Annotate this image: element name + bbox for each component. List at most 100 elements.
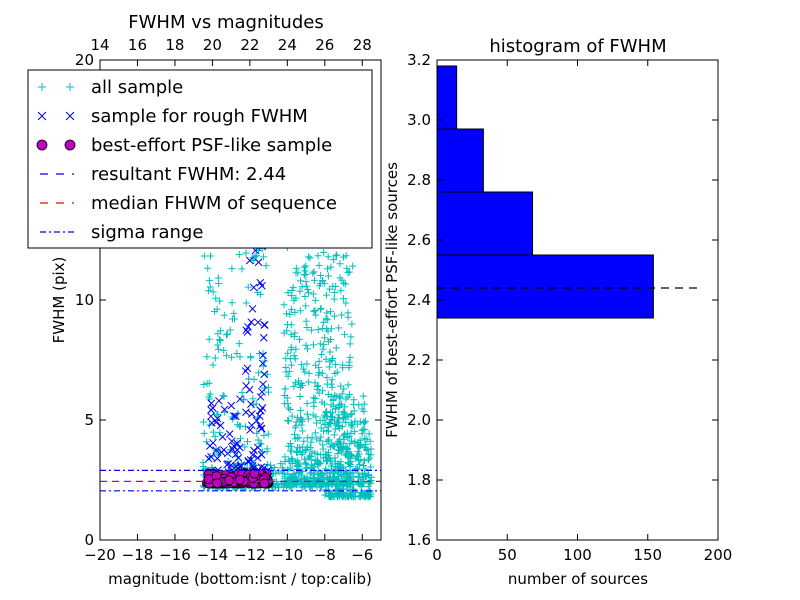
data-point [287, 321, 295, 329]
data-point [214, 330, 222, 338]
data-point [275, 468, 283, 476]
data-point [296, 393, 304, 401]
data-point [238, 265, 246, 273]
data-point [313, 386, 321, 394]
data-point [341, 280, 349, 288]
data-point [332, 344, 340, 352]
data-point [325, 363, 333, 371]
data-point [284, 470, 292, 478]
data-point [301, 482, 309, 490]
x-tick-label: 0 [432, 546, 442, 564]
data-point [366, 454, 374, 462]
histogram-x-label: number of sources [508, 570, 648, 588]
data-point [331, 487, 339, 495]
data-point [316, 305, 324, 313]
data-point [351, 417, 359, 425]
data-point [311, 379, 319, 387]
data-point [262, 262, 270, 270]
data-point [364, 491, 372, 499]
data-point [304, 434, 312, 442]
data-point [252, 251, 260, 259]
data-point [227, 437, 236, 446]
data-point [303, 345, 311, 353]
data-point [346, 490, 354, 498]
data-point [289, 283, 297, 291]
data-point [285, 417, 293, 425]
y-tick-label: 0 [84, 531, 94, 549]
data-point [248, 304, 257, 313]
data-point [245, 375, 253, 383]
data-point [318, 398, 326, 406]
data-point [292, 345, 300, 353]
data-point [259, 351, 267, 360]
scatter-top-ticks: 14 16 18 20 22 24 26 28 [90, 36, 371, 54]
data-point [242, 299, 250, 307]
data-point [339, 445, 347, 453]
legend-entry: median FHWM of sequence [40, 193, 337, 214]
data-point [345, 473, 353, 481]
top-tick-label: 26 [315, 36, 334, 54]
data-point [347, 333, 355, 341]
data-point [227, 401, 236, 410]
data-point [242, 408, 250, 417]
data-point [206, 283, 214, 291]
data-point [249, 395, 257, 403]
data-point [349, 262, 357, 270]
data-point [284, 372, 292, 380]
top-tick-label: 16 [128, 36, 147, 54]
data-point [211, 433, 219, 441]
data-point [347, 419, 355, 427]
y-tick-label: 2.2 [407, 351, 431, 369]
data-point [362, 472, 370, 480]
data-point [216, 429, 224, 437]
data-point [286, 405, 294, 413]
data-point [207, 412, 215, 421]
data-point [323, 427, 331, 435]
data-point [300, 437, 308, 445]
data-point [360, 489, 368, 497]
data-point [244, 283, 252, 291]
data-point [230, 309, 238, 317]
data-point [293, 434, 301, 442]
data-point [256, 406, 265, 415]
data-point [320, 248, 328, 256]
data-point [322, 291, 330, 299]
data-point [332, 252, 340, 260]
data-point [236, 353, 244, 361]
data-point [333, 477, 341, 485]
y-tick-label: 2.8 [407, 171, 431, 189]
data-point [216, 336, 224, 344]
data-point [356, 442, 364, 450]
data-point [338, 400, 346, 408]
data-point [304, 415, 312, 423]
data-point [281, 392, 289, 400]
data-point [355, 401, 363, 409]
scatter-x-ticks: −20 −18 −16 −14 −12 −10 −8 −6 [84, 60, 373, 564]
scatter-y-label: FWHM (pix) [50, 257, 68, 344]
data-point [300, 479, 308, 487]
data-point [361, 465, 369, 473]
histogram-title: histogram of FWHM [489, 36, 666, 57]
data-point [344, 309, 352, 317]
data-point [242, 423, 250, 431]
data-point [348, 423, 356, 431]
data-point [309, 269, 317, 277]
data-point [235, 422, 243, 430]
data-point [322, 315, 330, 323]
x-tick-label: −20 [84, 546, 116, 564]
data-point [213, 305, 221, 313]
data-point [302, 317, 310, 325]
data-point [216, 337, 224, 345]
x-tick-label: 50 [498, 546, 517, 564]
scatter-y-ticks: 0 5 10 20 [75, 51, 381, 549]
data-point [311, 395, 319, 403]
data-point [243, 328, 252, 336]
data-point [290, 382, 298, 390]
data-point [296, 287, 304, 295]
data-point [359, 461, 367, 469]
data-point [351, 438, 359, 446]
data-point [336, 394, 344, 402]
data-point [307, 326, 315, 334]
data-point [323, 309, 331, 317]
data-point [300, 263, 308, 271]
